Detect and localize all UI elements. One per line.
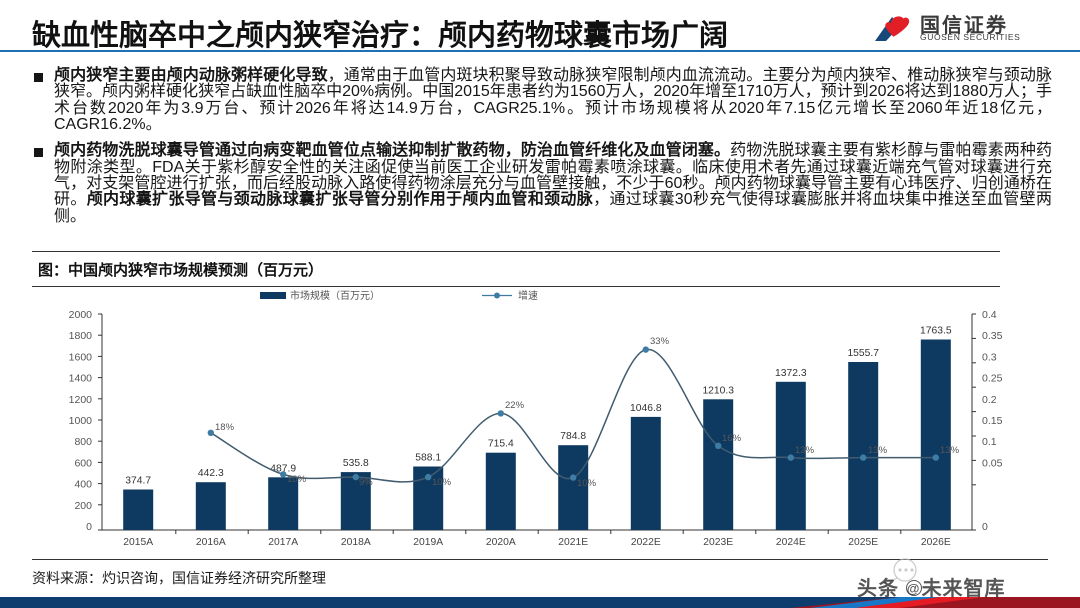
svg-text:市场规模（百万元）: 市场规模（百万元） <box>290 289 380 302</box>
svg-text:1000: 1000 <box>69 415 93 427</box>
svg-text:535.8: 535.8 <box>343 458 369 469</box>
svg-text:18%: 18% <box>215 422 235 433</box>
svg-text:2023E: 2023E <box>703 537 733 548</box>
svg-text:0.1: 0.1 <box>982 436 997 448</box>
svg-text:22%: 22% <box>505 400 525 411</box>
svg-text:1200: 1200 <box>69 394 93 406</box>
svg-text:588.1: 588.1 <box>415 453 441 464</box>
svg-text:2022E: 2022E <box>631 537 661 548</box>
svg-text:2024E: 2024E <box>776 537 806 548</box>
svg-text:1046.8: 1046.8 <box>630 403 662 414</box>
svg-text:374.7: 374.7 <box>125 476 151 487</box>
svg-text:1372.3: 1372.3 <box>775 368 807 379</box>
svg-text:2018A: 2018A <box>341 537 371 548</box>
svg-text:33%: 33% <box>650 336 670 347</box>
svg-text:1763.5: 1763.5 <box>920 326 952 337</box>
svg-text:600: 600 <box>74 457 92 469</box>
svg-text:0.3: 0.3 <box>982 351 997 363</box>
svg-text:0.2: 0.2 <box>982 394 997 406</box>
svg-text:0: 0 <box>982 521 988 533</box>
svg-text:2015A: 2015A <box>123 537 153 548</box>
svg-text:2017A: 2017A <box>268 537 298 548</box>
svg-text:1555.7: 1555.7 <box>847 348 879 359</box>
svg-text:16%: 16% <box>722 433 742 444</box>
svg-text:13%: 13% <box>795 445 815 456</box>
svg-text:0.4: 0.4 <box>982 309 997 321</box>
svg-text:2020A: 2020A <box>486 537 516 548</box>
svg-text:1600: 1600 <box>69 351 93 363</box>
svg-text:0.05: 0.05 <box>982 457 1003 469</box>
svg-text:2016A: 2016A <box>196 537 226 548</box>
svg-text:2000: 2000 <box>69 309 93 321</box>
svg-text:13%: 13% <box>868 445 888 456</box>
svg-text:0.15: 0.15 <box>982 415 1003 427</box>
svg-text:1210.3: 1210.3 <box>702 385 734 396</box>
svg-text:2026E: 2026E <box>921 537 951 548</box>
svg-text:13%: 13% <box>940 445 960 456</box>
svg-text:442.3: 442.3 <box>198 468 224 479</box>
svg-text:10%: 10% <box>577 478 597 489</box>
svg-text:10%: 10% <box>432 477 452 488</box>
svg-text:0.25: 0.25 <box>982 373 1003 385</box>
svg-text:715.4: 715.4 <box>488 439 514 450</box>
svg-text:800: 800 <box>74 436 92 448</box>
svg-text:0.35: 0.35 <box>982 330 1003 342</box>
svg-text:784.8: 784.8 <box>560 431 586 442</box>
svg-text:2019A: 2019A <box>413 537 443 548</box>
svg-text:2025E: 2025E <box>848 537 878 548</box>
svg-text:增速: 增速 <box>518 289 538 302</box>
svg-text:200: 200 <box>74 500 92 512</box>
svg-text:1400: 1400 <box>69 373 93 385</box>
svg-text:9%: 9% <box>359 477 373 488</box>
svg-text:10%: 10% <box>287 474 307 485</box>
svg-text:400: 400 <box>74 479 92 491</box>
svg-text:2021E: 2021E <box>558 537 588 548</box>
svg-text:0: 0 <box>86 521 92 533</box>
svg-text:1800: 1800 <box>69 330 93 342</box>
